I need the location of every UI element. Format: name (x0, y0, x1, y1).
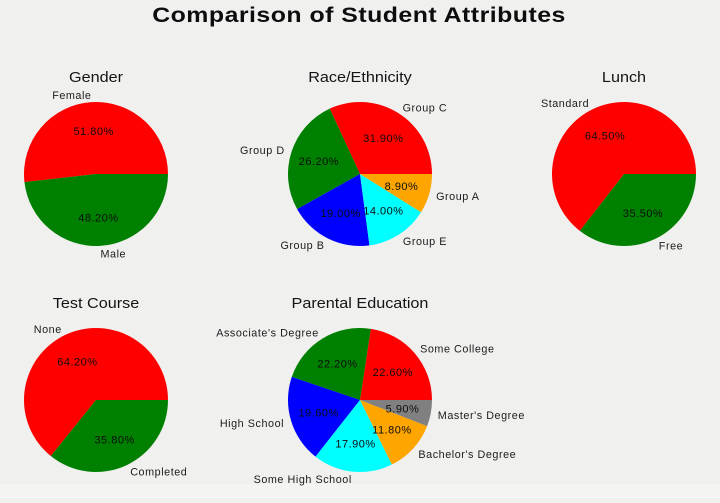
svg-text:Associate's Degree: Associate's Degree (216, 328, 319, 340)
svg-text:64.50%: 64.50% (585, 131, 625, 143)
svg-text:35.80%: 35.80% (94, 434, 134, 446)
svg-text:Some College: Some College (420, 344, 494, 356)
svg-text:Group A: Group A (436, 191, 480, 203)
svg-text:None: None (34, 324, 62, 336)
svg-text:Comparison of Student Attribut: Comparison of Student Attributes (152, 3, 566, 27)
svg-text:19.00%: 19.00% (320, 208, 360, 220)
svg-text:Lunch: Lunch (602, 70, 646, 86)
svg-text:Parental Education: Parental Education (292, 296, 429, 312)
svg-text:5.90%: 5.90% (386, 403, 420, 415)
svg-text:Some High School: Some High School (254, 474, 352, 486)
svg-text:Gender: Gender (69, 70, 123, 86)
svg-text:Free: Free (659, 240, 683, 252)
svg-text:High School: High School (220, 418, 284, 430)
svg-text:Female: Female (52, 90, 91, 102)
svg-text:51.80%: 51.80% (73, 126, 113, 138)
svg-text:Test Course: Test Course (53, 296, 139, 312)
svg-text:Race/Ethnicity: Race/Ethnicity (308, 70, 412, 86)
svg-text:Group D: Group D (240, 145, 285, 157)
svg-text:19.60%: 19.60% (298, 408, 338, 420)
svg-text:31.90%: 31.90% (363, 133, 403, 145)
svg-text:26.20%: 26.20% (299, 156, 339, 168)
svg-text:Group C: Group C (403, 103, 448, 115)
svg-text:48.20%: 48.20% (78, 212, 118, 224)
svg-text:64.20%: 64.20% (57, 356, 97, 368)
svg-text:22.20%: 22.20% (317, 358, 357, 370)
svg-text:Completed: Completed (130, 467, 187, 479)
svg-text:Standard: Standard (541, 98, 589, 110)
svg-text:8.90%: 8.90% (385, 181, 419, 193)
svg-text:11.80%: 11.80% (372, 425, 412, 437)
svg-text:Group E: Group E (403, 236, 447, 248)
svg-text:17.90%: 17.90% (335, 438, 375, 450)
svg-text:35.50%: 35.50% (623, 208, 663, 220)
svg-text:14.00%: 14.00% (363, 206, 403, 218)
svg-text:Group B: Group B (280, 240, 324, 252)
svg-text:Male: Male (101, 248, 127, 260)
svg-text:22.60%: 22.60% (373, 367, 413, 379)
svg-text:Master's Degree: Master's Degree (438, 410, 525, 422)
svg-text:Bachelor's Degree: Bachelor's Degree (418, 449, 516, 461)
